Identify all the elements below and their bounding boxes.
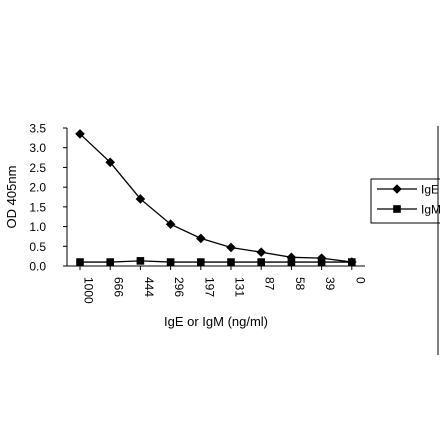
y-tick-label: 0.5 — [29, 240, 46, 254]
x-tick-label: 58 — [293, 277, 307, 291]
legend: IgE IgM — [370, 178, 440, 224]
y-tick-label: 2.5 — [29, 161, 46, 175]
data-point — [136, 257, 145, 265]
y-tick-label: 3.5 — [29, 122, 46, 136]
data-point — [105, 157, 115, 168]
x-tick-label: 131 — [233, 277, 247, 297]
legend-label: IgE — [421, 183, 439, 197]
y-axis-title: OD 405nm — [4, 166, 19, 229]
legend-box — [370, 178, 440, 224]
y-tick-label: 0.0 — [29, 260, 46, 274]
y-tick-label: 3.0 — [29, 141, 46, 155]
series-ige — [75, 129, 357, 267]
legend-item: IgE — [377, 183, 439, 197]
data-point — [76, 258, 84, 266]
x-tick-label: 0 — [353, 277, 367, 284]
data-point — [106, 258, 114, 266]
x-axis-ticks: 1000 666 444 296 197 131 87 58 39 0 — [79, 266, 367, 304]
data-point — [196, 233, 206, 244]
legend-label: IgM — [421, 203, 440, 217]
x-tick-label: 197 — [202, 277, 216, 297]
data-point — [287, 258, 296, 266]
data-point — [197, 258, 205, 266]
x-axis-title: IgE or IgM (ng/ml) — [164, 314, 268, 329]
data-point — [257, 258, 265, 266]
data-point — [135, 194, 146, 204]
legend-marker — [393, 205, 401, 213]
series-line — [80, 260, 352, 263]
y-tick-label: 2.0 — [29, 181, 46, 195]
series-line — [79, 133, 352, 263]
x-tick-label: 444 — [142, 277, 156, 297]
plot-area: 0.0 0.5 1.0 1.5 2.0 2.5 3.0 3.5 1000 666 444 296 19… — [29, 122, 367, 305]
data-point — [165, 219, 176, 230]
legend-marker — [392, 184, 402, 194]
y-tick-label: 1.0 — [29, 220, 46, 234]
legend-item: IgM — [377, 203, 440, 217]
series-layer — [75, 129, 357, 267]
data-point — [227, 258, 235, 266]
data-point — [256, 247, 266, 257]
data-point — [166, 258, 175, 266]
data-point — [226, 242, 236, 253]
y-axis-ticks: 0.0 0.5 1.0 1.5 2.0 2.5 3.0 3.5 — [29, 122, 67, 274]
data-point — [348, 258, 356, 266]
legend-items: IgE IgM — [377, 183, 440, 217]
x-tick-label: 296 — [172, 277, 186, 297]
data-point — [317, 258, 326, 266]
x-tick-label: 87 — [263, 277, 277, 291]
series-igm — [76, 257, 356, 266]
x-tick-label: 1000 — [82, 277, 96, 304]
y-tick-label: 1.5 — [29, 200, 46, 214]
x-tick-label: 666 — [112, 277, 126, 297]
data-point — [75, 129, 85, 139]
x-tick-label: 39 — [323, 277, 337, 291]
